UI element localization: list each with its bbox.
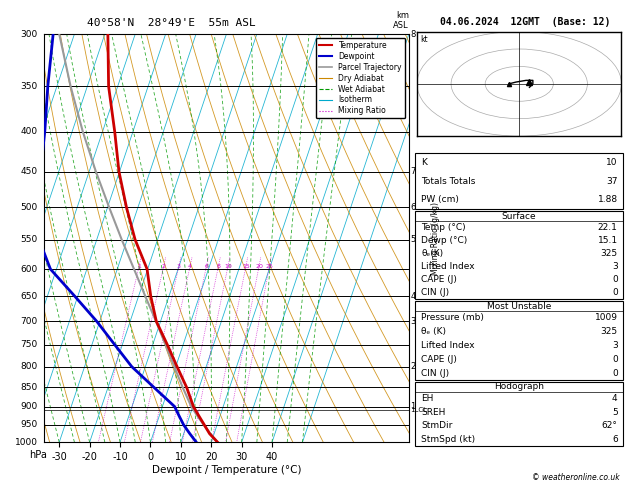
Text: Lifted Index: Lifted Index <box>421 262 475 271</box>
Text: 0: 0 <box>612 275 618 284</box>
Text: Mixing Ratio (g/kg): Mixing Ratio (g/kg) <box>431 202 440 275</box>
Text: 800: 800 <box>20 362 38 371</box>
Text: 550: 550 <box>20 235 38 244</box>
Text: PW (cm): PW (cm) <box>421 195 459 204</box>
Text: 22.1: 22.1 <box>598 223 618 232</box>
Text: 400: 400 <box>20 127 38 136</box>
Text: 0: 0 <box>612 288 618 297</box>
Text: 10: 10 <box>224 264 232 269</box>
Text: 20: 20 <box>255 264 263 269</box>
Text: 350: 350 <box>20 82 38 91</box>
Text: 1: 1 <box>137 264 141 269</box>
Text: 8: 8 <box>410 30 416 38</box>
Text: 5: 5 <box>410 235 416 244</box>
Text: 5: 5 <box>612 408 618 417</box>
Text: 1000: 1000 <box>14 438 38 447</box>
Text: K: K <box>421 158 427 167</box>
Text: 15.1: 15.1 <box>598 236 618 245</box>
Text: θₑ (K): θₑ (K) <box>421 327 447 336</box>
Text: EH: EH <box>421 394 434 403</box>
Text: 15: 15 <box>242 264 250 269</box>
Text: 10: 10 <box>606 158 618 167</box>
Text: Lifted Index: Lifted Index <box>421 341 475 350</box>
Text: 600: 600 <box>20 264 38 274</box>
Text: 1.88: 1.88 <box>598 195 618 204</box>
Text: 4: 4 <box>188 264 192 269</box>
Text: Surface: Surface <box>501 212 537 221</box>
Text: 850: 850 <box>20 382 38 392</box>
Text: 0: 0 <box>612 369 618 378</box>
Legend: Temperature, Dewpoint, Parcel Trajectory, Dry Adiabat, Wet Adiabat, Isotherm, Mi: Temperature, Dewpoint, Parcel Trajectory… <box>316 38 405 119</box>
X-axis label: Dewpoint / Temperature (°C): Dewpoint / Temperature (°C) <box>152 465 301 475</box>
Text: Hodograph: Hodograph <box>494 382 544 391</box>
Text: 4: 4 <box>410 292 416 301</box>
Text: 6: 6 <box>204 264 208 269</box>
Text: 1009: 1009 <box>594 313 618 322</box>
Text: 300: 300 <box>20 30 38 38</box>
Text: 3: 3 <box>612 341 618 350</box>
Text: 8: 8 <box>216 264 220 269</box>
Text: 325: 325 <box>601 249 618 258</box>
Text: Most Unstable: Most Unstable <box>487 302 551 311</box>
Text: 62°: 62° <box>602 421 618 430</box>
Text: 500: 500 <box>20 203 38 212</box>
Text: 2: 2 <box>410 362 416 371</box>
Text: km
ASL: km ASL <box>393 11 409 30</box>
Text: 6: 6 <box>410 203 416 212</box>
Text: 3: 3 <box>410 317 416 326</box>
Text: © weatheronline.co.uk: © weatheronline.co.uk <box>532 473 620 482</box>
Text: 700: 700 <box>20 317 38 326</box>
Text: Totals Totals: Totals Totals <box>421 176 476 186</box>
Text: CIN (J): CIN (J) <box>421 288 450 297</box>
Text: 4: 4 <box>612 394 618 403</box>
Text: 950: 950 <box>20 420 38 429</box>
Text: hPa: hPa <box>30 451 47 460</box>
Text: 1LCL: 1LCL <box>410 407 427 413</box>
Text: CAPE (J): CAPE (J) <box>421 275 457 284</box>
Text: CIN (J): CIN (J) <box>421 369 450 378</box>
Text: 1: 1 <box>410 402 416 411</box>
Text: StmDir: StmDir <box>421 421 453 430</box>
Text: Temp (°C): Temp (°C) <box>421 223 466 232</box>
Text: 750: 750 <box>20 340 38 349</box>
Text: 6: 6 <box>612 435 618 444</box>
Text: kt: kt <box>420 35 428 44</box>
Text: 40°58'N  28°49'E  55m ASL: 40°58'N 28°49'E 55m ASL <box>87 18 256 28</box>
Text: 900: 900 <box>20 402 38 411</box>
Text: SREH: SREH <box>421 408 446 417</box>
Text: Pressure (mb): Pressure (mb) <box>421 313 484 322</box>
Text: Dewp (°C): Dewp (°C) <box>421 236 468 245</box>
Text: 450: 450 <box>20 167 38 176</box>
Text: 3: 3 <box>612 262 618 271</box>
Text: 2: 2 <box>162 264 165 269</box>
Text: θₑ(K): θₑ(K) <box>421 249 443 258</box>
Text: StmSpd (kt): StmSpd (kt) <box>421 435 476 444</box>
Text: 37: 37 <box>606 176 618 186</box>
Text: 0: 0 <box>612 355 618 364</box>
Text: 3: 3 <box>177 264 181 269</box>
Text: 25: 25 <box>265 264 274 269</box>
Text: 650: 650 <box>20 292 38 301</box>
Text: 325: 325 <box>601 327 618 336</box>
Text: 7: 7 <box>410 167 416 176</box>
Text: CAPE (J): CAPE (J) <box>421 355 457 364</box>
Text: 04.06.2024  12GMT  (Base: 12): 04.06.2024 12GMT (Base: 12) <box>440 17 610 27</box>
